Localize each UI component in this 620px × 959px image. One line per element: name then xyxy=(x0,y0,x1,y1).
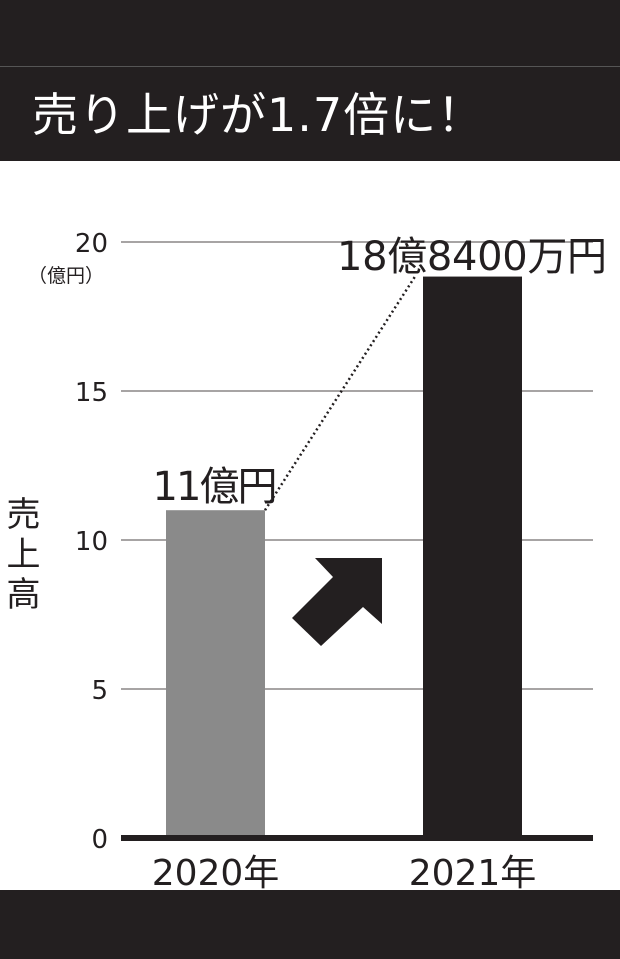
y-tick-label: 10 xyxy=(75,527,108,557)
bars xyxy=(166,276,522,838)
y-tick-label: 15 xyxy=(75,378,108,408)
y-unit-label: （億円） xyxy=(28,265,104,287)
x-tick-label: 2020年 xyxy=(152,853,280,894)
x-tick-label: 2021年 xyxy=(409,853,537,894)
up-right-arrow-icon xyxy=(292,558,382,646)
dotted-connector xyxy=(263,275,417,511)
bar-2020年 xyxy=(166,510,265,838)
top-band xyxy=(0,0,620,66)
y-tick-label: 20 xyxy=(75,229,108,259)
data-label: 18億8400万円 xyxy=(337,234,607,280)
y-tick-labels: 0 5 10 15 20 xyxy=(75,229,108,855)
y-tick-label: 0 xyxy=(91,825,108,855)
y-axis-label: 売上高 xyxy=(0,496,40,616)
x-tick-labels: 2020年 2021年 xyxy=(152,853,537,894)
bar-2021年 xyxy=(423,276,522,838)
title-bar: 売り上げが1.7倍に！ xyxy=(0,66,620,161)
chart-title: 売り上げが1.7倍に！ xyxy=(32,88,485,142)
y-tick-label: 5 xyxy=(91,676,108,706)
data-label: 11億円 xyxy=(153,464,278,510)
data-labels: 11億円 18億8400万円 xyxy=(153,234,608,510)
